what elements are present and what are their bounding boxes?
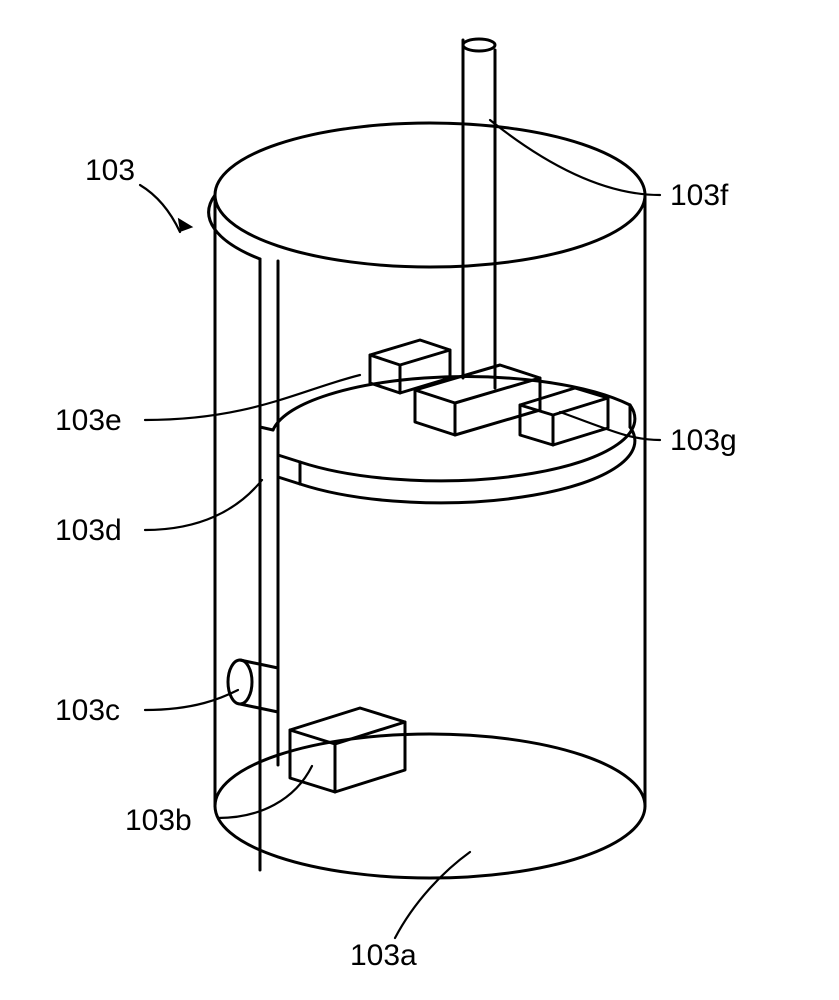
leader-103b: [218, 766, 312, 818]
label-103e: 103e: [55, 404, 122, 437]
label-103: 103: [85, 154, 135, 187]
leader-103: [140, 185, 180, 232]
label-103b: 103b: [125, 804, 192, 837]
label-103g: 103g: [670, 424, 737, 457]
disk-blocks: [370, 340, 608, 445]
arrowhead-103: [173, 218, 194, 236]
leader-103e: [145, 375, 360, 420]
label-103c: 103c: [55, 694, 120, 727]
labels: 103 103f 103e 103g 103d 103c 103b 103a: [55, 154, 737, 972]
label-103f: 103f: [670, 179, 729, 212]
outer-cylinder: [209, 123, 645, 878]
block-103g: [520, 388, 608, 445]
label-103d: 103d: [55, 514, 122, 547]
leader-103a: [395, 852, 470, 938]
leader-103f: [490, 120, 660, 195]
block-103b: [290, 708, 405, 792]
rod-103f: [463, 39, 495, 388]
label-103a: 103a: [350, 939, 417, 972]
port-103c: [228, 660, 278, 712]
leader-103d: [145, 480, 262, 530]
diagram-root: 103 103f 103e 103g 103d 103c 103b 103a: [0, 0, 839, 1000]
